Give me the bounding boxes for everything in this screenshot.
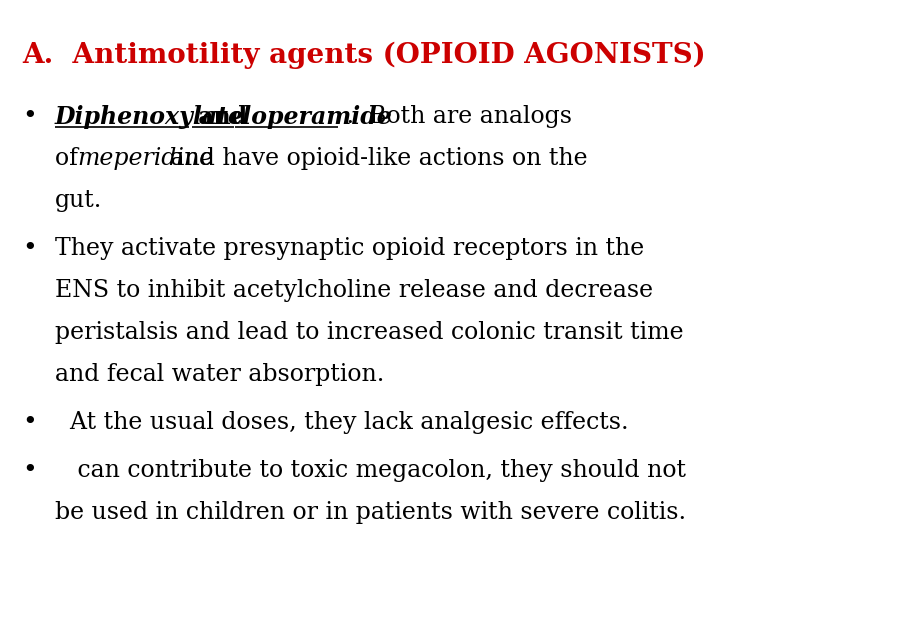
Text: A.  Antimotility agents (OPIOID AGONISTS): A. Antimotility agents (OPIOID AGONISTS) <box>22 42 705 70</box>
Text: and have opioid-like actions on the: and have opioid-like actions on the <box>163 147 588 170</box>
Text: be used in children or in patients with severe colitis.: be used in children or in patients with … <box>55 501 686 524</box>
Text: •: • <box>22 105 37 128</box>
Text: ENS to inhibit acetylcholine release and decrease: ENS to inhibit acetylcholine release and… <box>55 279 653 302</box>
Text: loperamide: loperamide <box>234 105 392 129</box>
Text: They activate presynaptic opioid receptors in the: They activate presynaptic opioid recepto… <box>55 237 644 260</box>
Text: Diphenoxylate: Diphenoxylate <box>55 105 244 129</box>
Text: meperidine: meperidine <box>77 147 213 170</box>
Text: •: • <box>22 459 37 482</box>
Text: •: • <box>22 411 37 434</box>
Text: .  Both are analogs: . Both are analogs <box>339 105 572 128</box>
Text: and fecal water absorption.: and fecal water absorption. <box>55 363 385 386</box>
Text: •: • <box>22 237 37 260</box>
Text: and: and <box>190 105 247 129</box>
Text: of: of <box>55 147 85 170</box>
Text: can contribute to toxic megacolon, they should not: can contribute to toxic megacolon, they … <box>55 459 686 482</box>
Text: At the usual doses, they lack analgesic effects.: At the usual doses, they lack analgesic … <box>55 411 628 434</box>
Text: gut.: gut. <box>55 189 103 212</box>
Text: peristalsis and lead to increased colonic transit time: peristalsis and lead to increased coloni… <box>55 321 683 344</box>
